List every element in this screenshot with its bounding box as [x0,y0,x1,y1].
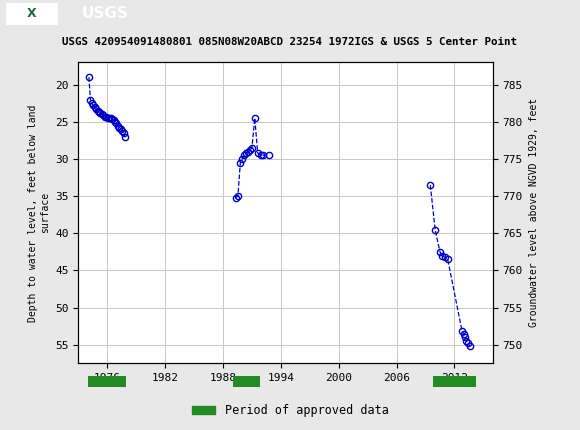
Y-axis label: Groundwater level above NGVD 1929, feet: Groundwater level above NGVD 1929, feet [528,98,538,327]
Bar [233,376,260,387]
Legend: Period of approved data: Period of approved data [187,399,393,422]
Bar [433,376,476,387]
Bar [88,376,125,387]
Text: USGS: USGS [81,6,128,21]
Y-axis label: Depth to water level, feet below land
surface: Depth to water level, feet below land su… [28,104,49,322]
FancyBboxPatch shape [6,3,58,25]
Text: USGS 420954091480801 085N08W20ABCD 23254 1972IGS & USGS 5 Center Point: USGS 420954091480801 085N08W20ABCD 23254… [63,37,517,46]
Text: X: X [27,7,37,20]
